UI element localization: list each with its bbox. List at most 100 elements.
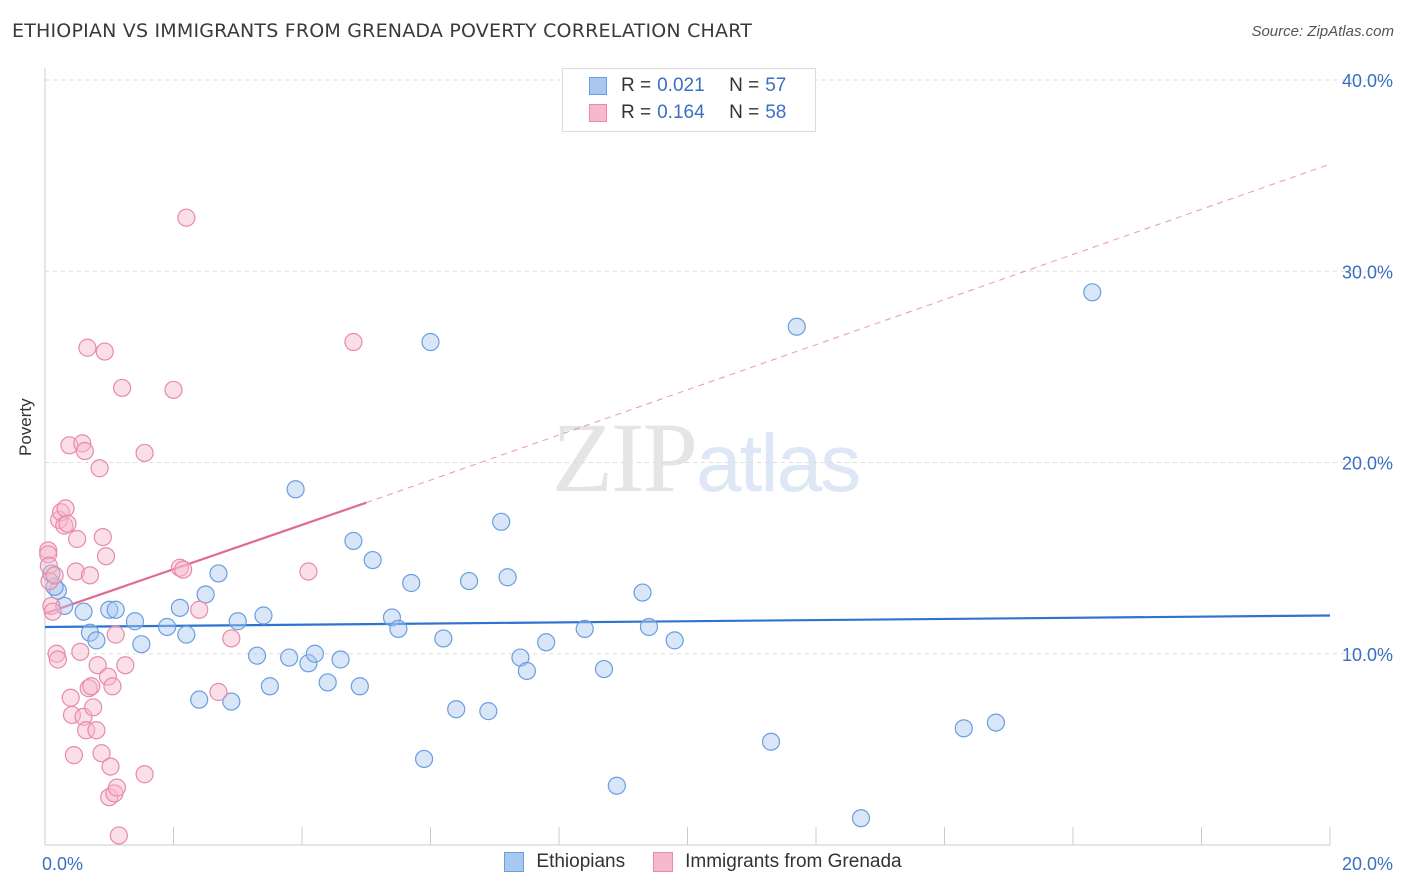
point-grenada [62,705,82,725]
point-grenada [112,378,132,398]
point-ethiopians [1083,283,1102,302]
point-ethiopians [414,749,434,769]
point-ethiopians [177,625,196,644]
point-ethiopians [260,677,279,696]
point-grenada [61,688,80,707]
point-ethiopians [350,677,369,696]
point-grenada [209,682,228,702]
point-grenada [116,656,135,675]
legend-r-label: R = [621,75,652,96]
point-ethiopians [434,629,453,648]
watermark-atlas: atlas [696,418,861,509]
point-ethiopians [498,568,517,587]
point-grenada [56,499,75,518]
point-grenada [174,560,193,579]
point-ethiopians [344,531,363,551]
legend-label: Immigrants from Grenada [685,851,902,872]
point-ethiopians [280,648,299,667]
point-grenada [90,459,109,478]
point-grenada [106,625,125,644]
point-ethiopians [363,550,382,570]
legend-n-label: N = [729,102,760,123]
point-grenada [77,721,96,740]
legend-item-grenada[interactable]: Immigrants from Grenada [653,851,902,873]
x-tick-label: 20.0% [1342,854,1393,874]
point-ethiopians [170,598,190,617]
point-ethiopians [196,585,215,604]
point-grenada [66,562,85,581]
trend-line-grenada-extrapolated [366,163,1331,504]
point-grenada [79,679,98,698]
legend-r-value: 0.021 [657,75,705,96]
point-ethiopians [761,732,781,751]
y-tick-label: 20.0% [1342,454,1393,474]
point-ethiopians [228,612,247,631]
point-grenada [42,596,61,616]
point-ethiopians [633,583,652,602]
x-tick-label: 0.0% [42,854,83,874]
point-ethiopians [190,690,209,709]
point-ethiopians [132,635,151,654]
point-grenada [84,698,103,717]
point-ethiopians [492,512,511,531]
point-grenada [39,556,58,575]
legend-swatch-blue [504,852,525,872]
point-grenada [92,744,111,763]
point-grenada [299,562,318,581]
point-ethiopians [954,719,973,738]
data-points [39,208,1102,845]
point-ethiopians [537,633,556,652]
chart-title: ETHIOPIAN VS IMMIGRANTS FROM GRENADA POV… [12,20,753,42]
y-axis-label: Poverty [16,398,35,456]
point-grenada [58,514,77,533]
legend-n-value: 58 [765,102,787,123]
point-ethiopians [986,713,1006,732]
point-grenada [82,677,101,696]
point-ethiopians [222,692,241,711]
legend-r-value: 0.164 [657,102,705,123]
y-tick-label: 40.0% [1342,71,1393,91]
point-ethiopians [331,650,350,669]
grid-lines [45,79,1390,655]
axes [44,68,1331,846]
point-ethiopians [594,659,614,679]
watermark: ZIPatlas [552,400,861,515]
point-ethiopians [299,654,318,673]
legend-swatch-pink [589,104,607,122]
point-grenada [190,600,209,619]
point-grenada [39,541,58,560]
point-ethiopians [74,602,93,621]
tick-labels: 10.0% 20.0% 30.0% 40.0% 0.0% 20.0% [42,71,1393,874]
point-grenada [101,757,120,776]
point-grenada [71,642,90,661]
y-tick-label: 10.0% [1342,645,1393,665]
point-ethiopians [286,480,305,499]
point-grenada [107,778,127,797]
point-ethiopians [157,617,177,637]
legend-top: R = 0.021 N = 57 R = 0.164 N = 58 [562,68,816,132]
point-grenada [109,826,128,845]
legend-row-grenada: R = 0.164 N = 58 [589,101,786,125]
legend-item-ethiopians[interactable]: Ethiopians [504,851,625,873]
point-grenada [40,571,59,591]
point-grenada [95,342,114,361]
legend-n-value: 57 [765,75,787,96]
point-ethiopians [459,571,479,591]
point-ethiopians [247,646,267,665]
point-ethiopians [254,606,273,625]
point-grenada [93,527,112,547]
point-ethiopians [665,631,684,650]
legend-swatch-blue [589,77,607,95]
point-grenada [68,529,87,549]
source-label: Source: ZipAtlas.com [1251,23,1394,40]
point-grenada [98,667,118,686]
point-grenada [170,558,190,577]
point-grenada [74,707,93,726]
point-grenada [43,602,62,621]
point-ethiopians [209,564,228,583]
point-ethiopians [305,644,324,663]
point-ethiopians [402,573,421,593]
point-grenada [88,656,107,675]
legend-row-ethiopians: R = 0.021 N = 57 [589,74,786,98]
